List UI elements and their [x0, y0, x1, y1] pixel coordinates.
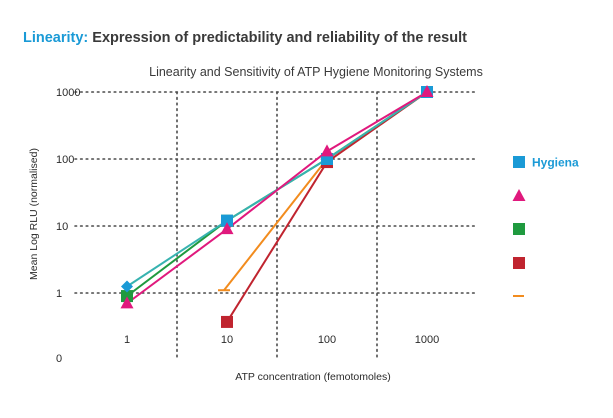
legend-item-2 — [513, 223, 525, 235]
data-point-s0-1 — [221, 214, 233, 227]
legend-label-0: Hygiena — [532, 156, 579, 170]
data-point-s0-0 — [121, 280, 133, 293]
data-point-s1-2 — [320, 144, 334, 157]
data-point-s1-0 — [120, 296, 134, 309]
series-line-1 — [126, 91, 428, 305]
legend-marker-3 — [513, 257, 525, 269]
data-point-s3-0 — [221, 315, 233, 328]
page-heading: Linearity: Expression of predictability … — [23, 30, 467, 46]
legend-marker-2 — [513, 223, 525, 235]
legend: Hygiena — [512, 156, 579, 297]
legend-marker-1 — [512, 189, 526, 201]
x-tick-label: 10 — [221, 334, 233, 346]
legend-item-3 — [513, 257, 525, 269]
y-tick-label: 1000 — [56, 87, 80, 99]
x-axis-label: ATP concentration (femotomoles) — [235, 371, 390, 383]
series-line-4 — [223, 91, 428, 291]
y-tick-label: 10 — [56, 221, 68, 233]
chart-title: Linearity and Sensitivity of ATP Hygiene… — [149, 65, 483, 79]
x-tick-label: 100 — [318, 334, 336, 346]
series-markers — [120, 85, 434, 328]
series-lines — [126, 91, 428, 323]
y-axis-label: Mean Log RLU (normalised) — [28, 148, 40, 280]
y-tick-label: 0 — [56, 353, 62, 365]
tick-labels: 1 10 100 1000 0 1 10 100 1000 — [56, 87, 439, 365]
data-point-s1-1 — [220, 222, 234, 235]
x-tick-label: 1000 — [415, 334, 439, 346]
legend-item-0: Hygiena — [513, 156, 579, 170]
y-tick-label: 100 — [56, 154, 74, 166]
heading-highlight: Linearity: — [23, 30, 89, 46]
legend-marker-0 — [513, 156, 525, 168]
x-tick-label: 1 — [124, 334, 130, 346]
data-point-s1-3 — [420, 85, 434, 97]
legend-item-1 — [512, 189, 526, 201]
y-tick-label: 1 — [56, 288, 62, 300]
data-point-s2-0 — [121, 290, 133, 303]
heading-text: Expression of predictability and reliabi… — [92, 30, 467, 46]
